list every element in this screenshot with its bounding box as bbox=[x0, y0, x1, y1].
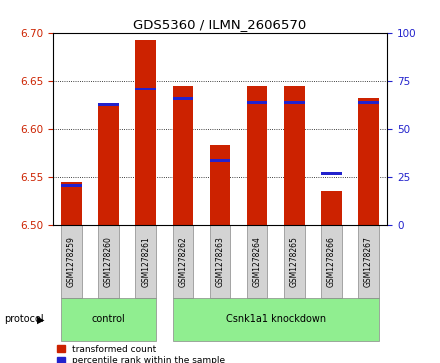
Bar bbox=[284, 101, 304, 104]
Bar bbox=[61, 182, 81, 225]
Bar bbox=[98, 225, 119, 298]
Bar bbox=[284, 86, 304, 225]
Bar bbox=[247, 225, 268, 298]
Title: GDS5360 / ILMN_2606570: GDS5360 / ILMN_2606570 bbox=[133, 19, 307, 32]
Bar bbox=[321, 172, 342, 175]
Bar bbox=[136, 87, 156, 90]
Bar bbox=[136, 40, 156, 225]
Bar bbox=[172, 86, 193, 225]
Text: protocol: protocol bbox=[4, 314, 44, 325]
Text: GSM1278265: GSM1278265 bbox=[290, 236, 299, 287]
Bar bbox=[247, 86, 268, 225]
Bar bbox=[172, 97, 193, 100]
Bar bbox=[210, 159, 230, 162]
Text: GSM1278267: GSM1278267 bbox=[364, 236, 373, 287]
Bar bbox=[359, 98, 379, 225]
Text: GSM1278260: GSM1278260 bbox=[104, 236, 113, 287]
Text: GSM1278261: GSM1278261 bbox=[141, 236, 150, 287]
Bar bbox=[321, 191, 342, 225]
Bar bbox=[210, 225, 230, 298]
Text: GSM1278266: GSM1278266 bbox=[327, 236, 336, 287]
Bar bbox=[172, 298, 379, 341]
Bar bbox=[247, 101, 268, 104]
Bar bbox=[284, 225, 304, 298]
Bar bbox=[210, 145, 230, 225]
Bar bbox=[61, 225, 81, 298]
Text: GSM1278263: GSM1278263 bbox=[216, 236, 224, 287]
Text: Csnk1a1 knockdown: Csnk1a1 knockdown bbox=[226, 314, 326, 325]
Bar bbox=[172, 225, 193, 298]
Text: GSM1278259: GSM1278259 bbox=[67, 236, 76, 287]
Bar bbox=[61, 298, 156, 341]
Bar bbox=[61, 184, 81, 187]
Bar bbox=[321, 225, 342, 298]
Bar bbox=[359, 101, 379, 104]
Text: ▶: ▶ bbox=[37, 314, 45, 325]
Bar bbox=[359, 225, 379, 298]
Bar bbox=[98, 103, 119, 106]
Bar bbox=[136, 225, 156, 298]
Bar bbox=[98, 103, 119, 225]
Text: GSM1278262: GSM1278262 bbox=[178, 236, 187, 287]
Text: control: control bbox=[92, 314, 125, 325]
Text: GSM1278264: GSM1278264 bbox=[253, 236, 262, 287]
Legend: transformed count, percentile rank within the sample: transformed count, percentile rank withi… bbox=[57, 344, 225, 363]
